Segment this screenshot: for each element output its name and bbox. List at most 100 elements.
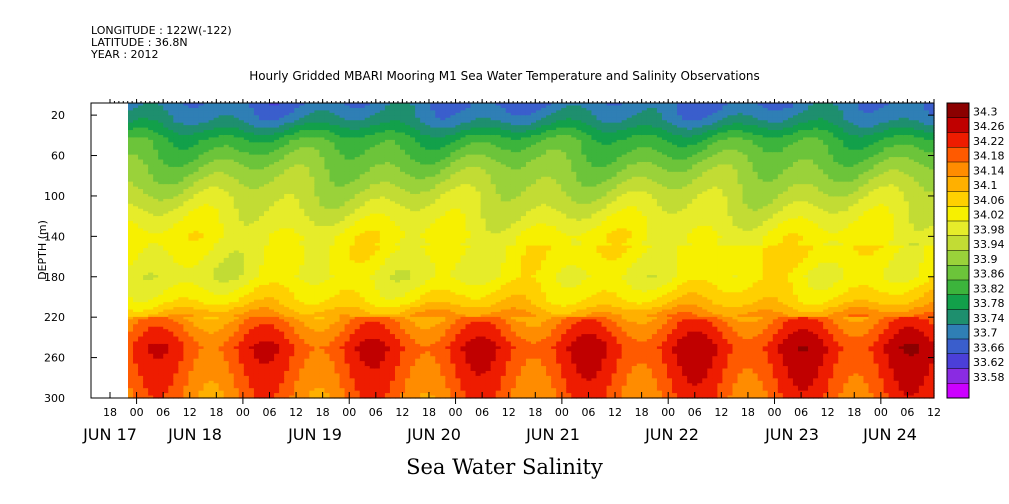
heatmap-cell bbox=[188, 130, 195, 134]
heatmap-cell bbox=[178, 228, 185, 232]
heatmap-cell bbox=[183, 179, 190, 183]
heatmap-cell bbox=[163, 235, 169, 239]
heatmap-cell bbox=[158, 375, 164, 379]
heatmap-cell bbox=[158, 225, 164, 229]
heatmap-cell bbox=[168, 157, 174, 161]
heatmap-cell bbox=[143, 334, 149, 338]
heatmap-cell bbox=[173, 117, 179, 121]
heatmap-cell bbox=[138, 326, 144, 330]
heatmap-cell bbox=[153, 299, 159, 303]
heatmap-cell bbox=[148, 321, 154, 325]
heatmap-cell bbox=[193, 144, 200, 148]
heatmap-cell bbox=[158, 110, 164, 114]
heatmap-cell bbox=[188, 260, 195, 264]
heatmap-cell bbox=[183, 211, 190, 215]
heatmap-cell bbox=[168, 243, 174, 247]
heatmap-cell bbox=[143, 361, 149, 365]
heatmap-cell bbox=[168, 115, 174, 119]
heatmap-cell bbox=[163, 213, 169, 217]
heatmap-cell bbox=[138, 292, 144, 296]
heatmap-cell bbox=[178, 321, 185, 325]
heatmap-cell bbox=[148, 233, 154, 237]
heatmap-cell bbox=[148, 221, 154, 225]
heatmap-cell bbox=[163, 316, 169, 320]
heatmap-cell bbox=[148, 307, 154, 311]
heatmap-cell bbox=[133, 366, 139, 370]
heatmap-cell bbox=[158, 127, 164, 131]
heatmap-cell bbox=[153, 348, 159, 352]
heatmap-cell bbox=[153, 366, 159, 370]
heatmap-cell bbox=[163, 125, 169, 129]
heatmap-cell bbox=[148, 329, 154, 333]
heatmap-cell bbox=[188, 262, 195, 266]
heatmap-cell bbox=[178, 132, 185, 136]
heatmap-cell bbox=[178, 196, 185, 200]
heatmap-cell bbox=[138, 159, 144, 163]
heatmap-cell bbox=[173, 331, 179, 335]
heatmap-cell bbox=[138, 166, 144, 170]
heatmap-cell bbox=[143, 319, 149, 323]
heatmap-cell bbox=[173, 174, 179, 178]
heatmap-cell bbox=[163, 120, 169, 124]
heatmap-cell bbox=[158, 292, 164, 296]
heatmap-cell bbox=[133, 331, 139, 335]
heatmap-cell bbox=[188, 230, 195, 234]
heatmap-cell bbox=[168, 240, 174, 244]
heatmap-cell bbox=[193, 191, 200, 195]
heatmap-cell bbox=[143, 179, 149, 183]
heatmap-cell bbox=[153, 282, 159, 286]
heatmap-cell bbox=[183, 265, 190, 269]
heatmap-cell bbox=[168, 117, 174, 121]
heatmap-cell bbox=[128, 137, 134, 141]
heatmap-cell bbox=[168, 393, 174, 397]
heatmap-cell bbox=[178, 307, 185, 311]
heatmap-cell bbox=[193, 137, 200, 141]
heatmap-cell bbox=[128, 117, 134, 121]
heatmap-cell bbox=[168, 309, 174, 313]
heatmap-cell bbox=[148, 370, 154, 375]
heatmap-cell bbox=[188, 134, 195, 139]
heatmap-cell bbox=[148, 390, 154, 394]
heatmap-cell bbox=[138, 366, 144, 370]
heatmap-cell bbox=[173, 181, 179, 185]
heatmap-cell bbox=[173, 373, 179, 377]
heatmap-cell bbox=[148, 292, 154, 296]
heatmap-cell bbox=[143, 112, 149, 116]
heatmap-cell bbox=[163, 166, 169, 170]
heatmap-cell bbox=[183, 388, 190, 392]
heatmap-cell bbox=[168, 375, 174, 379]
heatmap-cell bbox=[158, 171, 164, 175]
heatmap-cell bbox=[163, 361, 169, 365]
heatmap-cell bbox=[183, 181, 190, 185]
heatmap-cell bbox=[148, 361, 154, 365]
heatmap-cell bbox=[128, 282, 134, 286]
heatmap-cell bbox=[188, 390, 195, 394]
heatmap-cell bbox=[153, 294, 159, 298]
heatmap-cell bbox=[158, 191, 164, 195]
heatmap-cell bbox=[128, 321, 134, 325]
heatmap-cell bbox=[153, 316, 159, 320]
heatmap-cell bbox=[133, 314, 139, 318]
heatmap-cell bbox=[133, 130, 139, 134]
heatmap-cell bbox=[148, 228, 154, 232]
heatmap-cell bbox=[168, 152, 174, 156]
heatmap-cell bbox=[168, 166, 174, 170]
heatmap-cell bbox=[193, 189, 200, 193]
heatmap-cell bbox=[133, 297, 139, 301]
heatmap-cell bbox=[183, 395, 190, 399]
heatmap-cell bbox=[128, 378, 134, 382]
heatmap-cell bbox=[143, 248, 149, 252]
heatmap-cell bbox=[183, 257, 190, 261]
heatmap-cell bbox=[193, 159, 200, 163]
heatmap-cell bbox=[183, 149, 190, 153]
heatmap-cell bbox=[163, 103, 169, 107]
heatmap-cell bbox=[148, 297, 154, 301]
heatmap-cell bbox=[148, 366, 154, 370]
heatmap-cell bbox=[168, 216, 174, 220]
heatmap-cell bbox=[143, 186, 149, 190]
heatmap-cell bbox=[143, 373, 149, 377]
heatmap-cell bbox=[143, 302, 149, 306]
heatmap-cell bbox=[153, 243, 159, 247]
heatmap-cell bbox=[143, 311, 149, 316]
heatmap-cell bbox=[128, 267, 134, 271]
